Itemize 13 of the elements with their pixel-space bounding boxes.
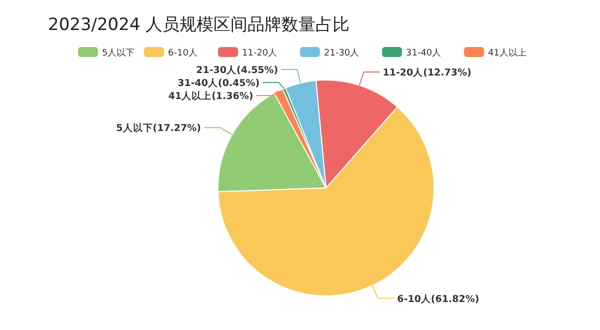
- legend-label: 31-40人: [406, 48, 442, 58]
- legend-label: 41人以上: [488, 48, 526, 58]
- legend-label: 5人以下: [102, 48, 135, 58]
- data-label: 5人以下(17.27%): [116, 122, 202, 134]
- legend-label: 11-20人: [242, 48, 278, 58]
- legend-label: 6-10人: [168, 48, 198, 58]
- data-label: 6-10人(61.82%): [397, 292, 480, 305]
- data-label: 41人以上(1.36%): [168, 90, 254, 102]
- data-label: 31-40人(0.45%): [178, 76, 260, 89]
- legend-label: 21-30人: [324, 48, 360, 58]
- chart-title: 2023/2024 人员规模区间品牌数量占比: [48, 15, 350, 35]
- data-label: 11-20人(12.73%): [382, 66, 472, 78]
- data-label: 21-30人(4.55%): [196, 64, 278, 76]
